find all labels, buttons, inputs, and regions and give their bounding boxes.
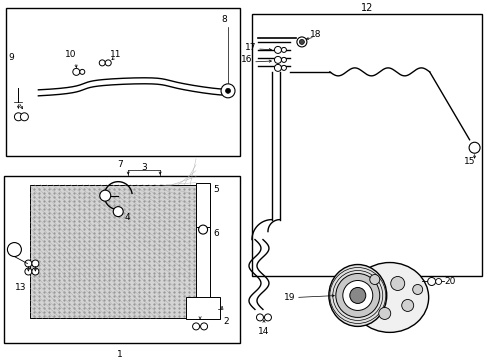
Circle shape [200,323,207,330]
Circle shape [378,307,390,319]
Circle shape [113,207,123,217]
Circle shape [192,323,199,330]
Text: 18: 18 [309,31,321,40]
Circle shape [342,280,372,310]
Circle shape [281,57,286,62]
Circle shape [274,64,281,71]
Bar [196,183,210,226]
Circle shape [256,314,263,321]
Circle shape [221,84,235,98]
Text: 10: 10 [65,50,77,59]
Text: 12: 12 [360,3,372,13]
Circle shape [25,268,32,275]
Circle shape [14,113,22,121]
Circle shape [25,260,32,267]
Text: 17: 17 [244,44,255,53]
Bar [186,297,220,319]
Text: 9: 9 [8,53,14,62]
Text: 1: 1 [117,350,123,359]
Text: 4: 4 [124,213,130,222]
Bar [196,185,210,319]
Text: 20: 20 [444,277,455,286]
Circle shape [80,69,84,75]
Text: 3: 3 [141,163,147,172]
Circle shape [296,37,306,47]
Circle shape [435,279,441,284]
Bar [6,8,240,156]
Circle shape [264,314,271,321]
Bar [4,176,240,343]
Text: 2: 2 [223,317,228,326]
Circle shape [274,46,281,53]
Circle shape [225,88,230,93]
Circle shape [390,276,404,291]
Circle shape [349,288,365,303]
Bar [30,185,196,319]
Circle shape [281,48,286,53]
Circle shape [401,300,413,311]
Circle shape [198,225,207,234]
Circle shape [369,275,379,284]
Circle shape [281,66,286,70]
Circle shape [427,278,435,285]
Text: 8: 8 [221,15,226,24]
Text: 16: 16 [240,55,251,64]
Circle shape [32,260,39,267]
Circle shape [99,60,105,66]
Text: 15: 15 [463,157,474,166]
Circle shape [32,268,39,275]
Text: 5: 5 [213,185,218,194]
Text: 11: 11 [110,50,122,59]
Bar [251,14,481,275]
Text: 6: 6 [213,229,218,238]
Circle shape [20,113,28,121]
Circle shape [7,243,21,257]
Circle shape [468,142,479,153]
Circle shape [73,68,80,75]
Text: 13: 13 [15,283,26,292]
Circle shape [105,60,111,66]
Text: 19: 19 [284,293,295,302]
Ellipse shape [350,262,428,332]
Circle shape [335,274,379,318]
Ellipse shape [328,265,386,327]
Circle shape [274,57,281,63]
Circle shape [100,190,110,201]
Circle shape [412,284,422,294]
Text: 7: 7 [117,160,123,169]
Circle shape [299,40,304,44]
Text: 14: 14 [258,327,269,336]
